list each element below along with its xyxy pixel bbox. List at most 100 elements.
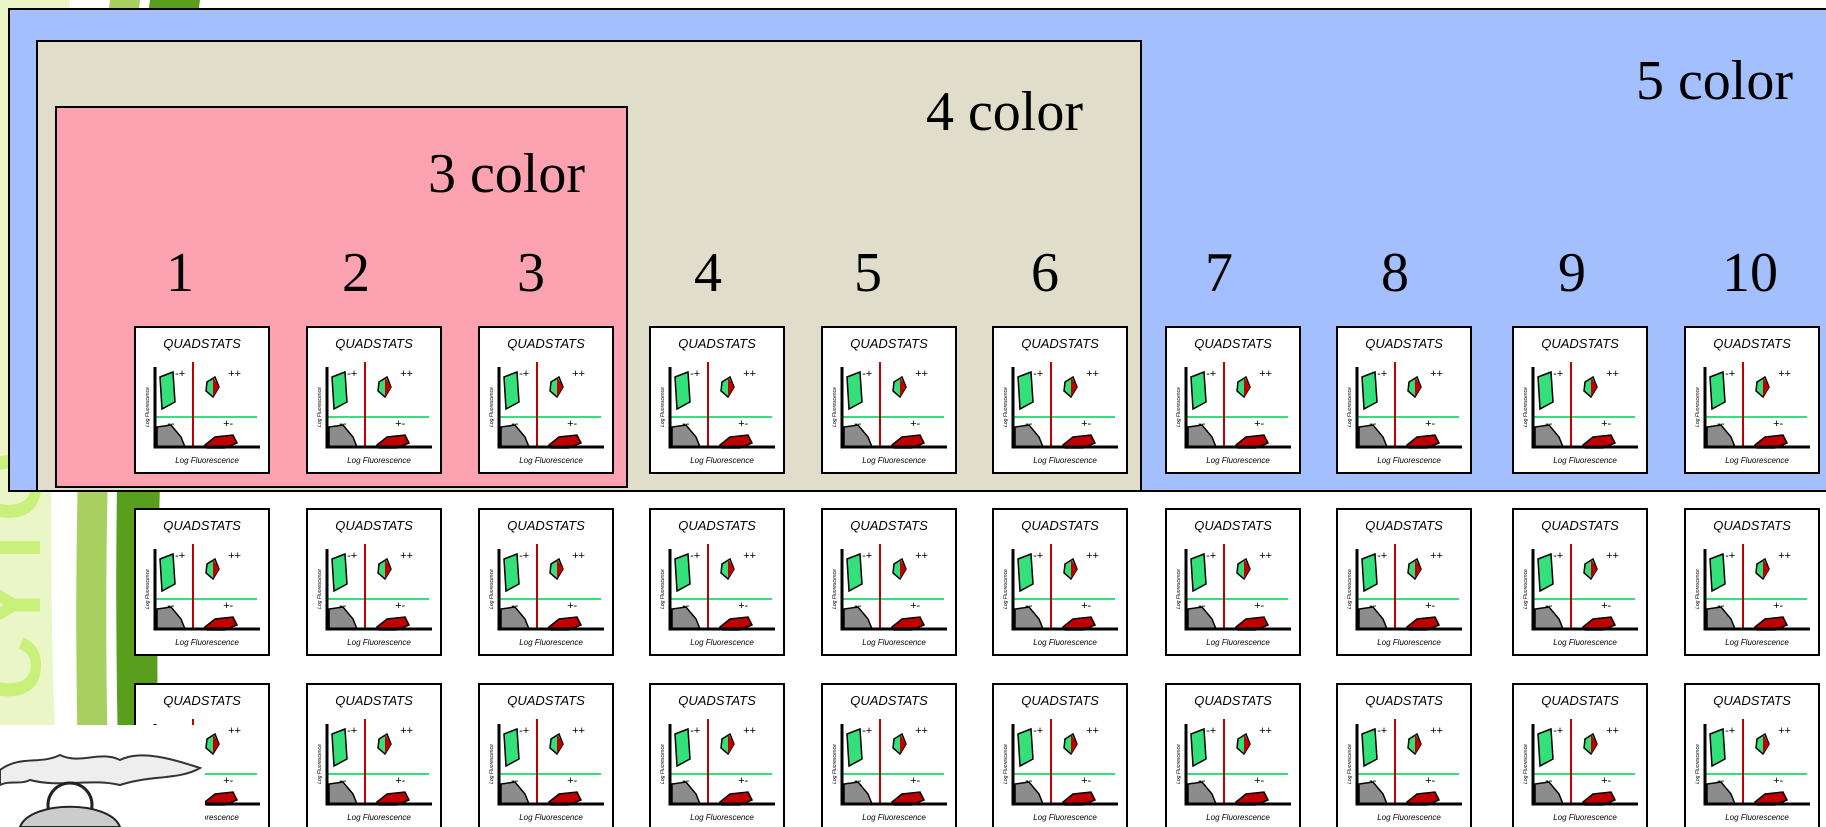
thumbnail-title: QUADSTATS <box>1021 693 1099 708</box>
quadstats-thumbnail: QUADSTATS -+ ++ -- +- Log Fluorescence Log Flu… <box>821 326 957 474</box>
gate-upper-left <box>331 727 348 768</box>
thumbnail-title: QUADSTATS <box>335 518 413 533</box>
x-axis-label: Log Fluorescence <box>1033 813 1097 822</box>
quadrant-label: +- <box>395 600 405 612</box>
quadstats-thumbnail: QUADSTATS -+ ++ -- +- Log Fluorescence Log Flu… <box>649 326 785 474</box>
gate-upper-right-red <box>1763 377 1769 397</box>
quadrant-label: +- <box>1773 600 1783 612</box>
x-axis-label: Log Fluorescence <box>1725 638 1789 647</box>
column-number: 3 <box>517 242 545 304</box>
quadrant-label: +- <box>567 775 577 787</box>
column-number: 7 <box>1205 242 1233 304</box>
quadrant-label: -- <box>339 775 347 787</box>
cartoon <box>0 725 205 827</box>
quadrant-label: +- <box>1601 418 1611 430</box>
y-axis-label: Log Fluorescence <box>1347 569 1353 609</box>
axes <box>325 724 432 806</box>
y-axis-label: Log Fluorescence <box>1347 387 1353 427</box>
gate-upper-right-red <box>728 734 734 754</box>
quadrant-label: ++ <box>1259 725 1272 737</box>
thumbnail-title: QUADSTATS <box>163 518 241 533</box>
thumbnail-title: QUADSTATS <box>850 336 928 351</box>
gate-upper-right-red <box>900 734 906 754</box>
gate-upper-left <box>1709 552 1726 593</box>
quadstats-thumbnail: QUADSTATS -+ ++ -- +- Log Fluorescence Log Flu… <box>821 508 957 656</box>
quadstats-thumbnail: QUADSTATS -+ ++ -- +- Log Fluorescence Log Flu… <box>1512 326 1648 474</box>
gate-upper-right-red <box>385 734 391 754</box>
y-axis-label: Log Fluorescence <box>1523 569 1529 609</box>
axes <box>1531 549 1638 631</box>
quadstats-thumbnail: QUADSTATS -+ ++ -- +- Log Fluorescence Log Flu… <box>478 508 614 656</box>
column-number: 1 <box>166 242 194 304</box>
quadrant-label: -+ <box>1725 550 1736 562</box>
column-number: 8 <box>1381 242 1409 304</box>
quadrant-label: ++ <box>1086 368 1099 380</box>
quadrant-label: -- <box>1198 775 1206 787</box>
quadrant-label: +- <box>1773 418 1783 430</box>
quadrant-label: -- <box>1025 775 1033 787</box>
axes <box>153 367 260 449</box>
y-axis-label: Log Fluorescence <box>1523 387 1529 427</box>
quadrant-label: -- <box>854 418 862 430</box>
gate-upper-left <box>1017 727 1034 768</box>
x-axis-label: Log Fluorescence <box>690 638 754 647</box>
gate-upper-right-red <box>1244 734 1250 754</box>
x-axis-label: Log Fluorescence <box>1725 456 1789 465</box>
gate-upper-left <box>674 552 691 593</box>
gate-upper-right-red <box>1071 734 1077 754</box>
quadrant-label: -+ <box>862 725 873 737</box>
quadrant-label: -- <box>339 418 347 430</box>
thumbnail-frame <box>992 326 1128 474</box>
axes <box>153 549 260 631</box>
quadrant-label: +- <box>1254 775 1264 787</box>
quadrant-label: +- <box>223 600 233 612</box>
quadrant-label: -+ <box>1033 368 1044 380</box>
y-axis-label: Log Fluorescence <box>1523 744 1529 784</box>
quadrant-label: ++ <box>1259 368 1272 380</box>
x-axis-label: Log Fluorescence <box>862 638 926 647</box>
quadrant-label: +- <box>1254 418 1264 430</box>
quadrant-label: -- <box>682 418 690 430</box>
quadstats-thumbnail: QUADSTATS -+ ++ -- +- Log Fluorescence Log Flu… <box>1684 508 1820 656</box>
thumbnail-title: QUADSTATS <box>850 693 928 708</box>
thumbnail-frame <box>478 508 614 656</box>
gate-upper-left <box>846 727 863 768</box>
quadrant-label: +- <box>1081 600 1091 612</box>
gate-upper-left <box>1361 727 1378 768</box>
gate-upper-left <box>1709 370 1726 411</box>
quadrant-label: ++ <box>228 368 241 380</box>
quadrant-label: -- <box>682 600 690 612</box>
quadrant-label: +- <box>738 775 748 787</box>
axes <box>1355 724 1462 806</box>
y-axis-label: Log Fluorescence <box>1695 744 1701 784</box>
quadstats-thumbnail: QUADSTATS -+ ++ -- +- Log Fluorescence Log Flu… <box>1165 508 1301 656</box>
x-axis-label: Log Fluorescence <box>1553 456 1617 465</box>
y-axis-label: Log Fluorescence <box>1347 744 1353 784</box>
thumbnail-title: QUADSTATS <box>1541 336 1619 351</box>
quadrant-label: ++ <box>1606 725 1619 737</box>
axes <box>1703 367 1810 449</box>
quadstats-thumbnail: QUADSTATS -+ ++ -- +- Log Fluorescence Log Flu… <box>1336 508 1472 656</box>
quadrant-label: -- <box>1025 600 1033 612</box>
column-number: 4 <box>694 242 722 304</box>
gate-upper-left <box>1190 552 1207 593</box>
quadrant-label: -- <box>1717 775 1725 787</box>
gate-upper-right-red <box>1591 559 1597 579</box>
quadrant-label: -+ <box>175 368 186 380</box>
thumbnail-title: QUADSTATS <box>850 518 928 533</box>
y-axis-label: Log Fluorescence <box>660 569 666 609</box>
quadrant-label: +- <box>1601 775 1611 787</box>
thumbnail-title: QUADSTATS <box>678 336 756 351</box>
gate-upper-left <box>331 370 348 411</box>
axes <box>1011 549 1118 631</box>
axes <box>668 724 775 806</box>
x-axis-label: Log Fluorescence <box>1553 813 1617 822</box>
quadstats-thumbnail: QUADSTATS -+ ++ -- +- Log Fluorescence Log Flu… <box>992 508 1128 656</box>
quadrant-label: -- <box>339 600 347 612</box>
quadstats-thumbnail: QUADSTATS -+ ++ -- +- Log Fluorescence Log Flu… <box>478 683 614 827</box>
quadrant-label: ++ <box>400 550 413 562</box>
quadrant-label: -- <box>1545 775 1553 787</box>
gate-upper-left <box>503 370 520 411</box>
column-number: 6 <box>1031 242 1059 304</box>
thumbnail-frame <box>134 508 270 656</box>
